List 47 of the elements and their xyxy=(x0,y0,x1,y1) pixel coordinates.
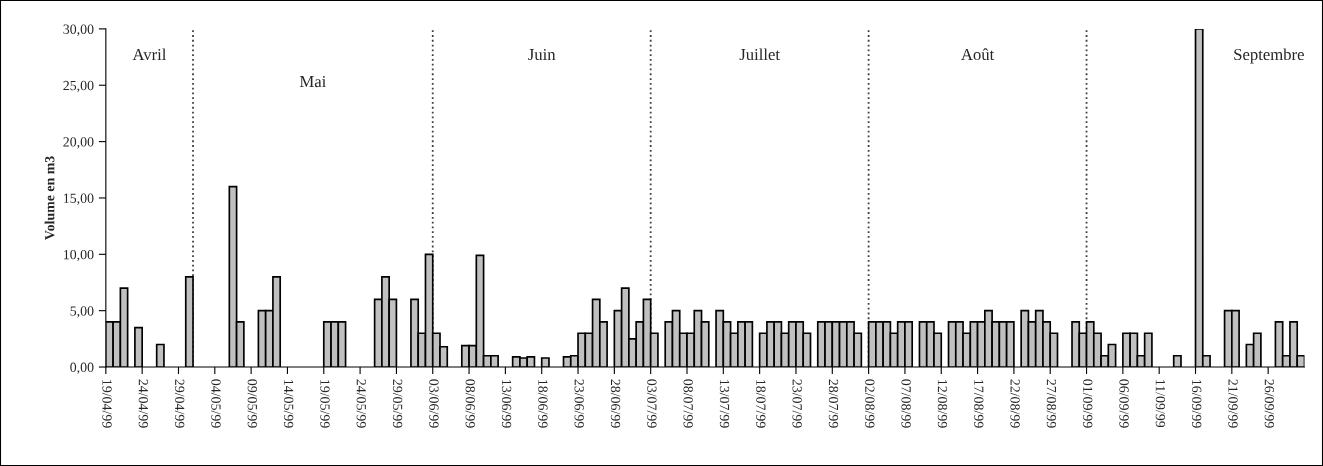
x-tick-label: 06/09/99 xyxy=(1119,379,1129,428)
x-tick-label: 24/05/99 xyxy=(356,379,366,428)
y-tick-label: 20,00 xyxy=(63,137,94,149)
x-tick-label: 14/05/99 xyxy=(283,380,294,428)
x-tick-label: 09/05/99 xyxy=(247,379,258,428)
x-tick-label: 23/06/99 xyxy=(574,379,584,428)
x-tick-label: 19/05/99 xyxy=(320,380,330,428)
annotation: Juillet xyxy=(739,48,780,61)
x-tick-label: 13/06/99 xyxy=(501,380,512,428)
x-tick-label: 01/09/99 xyxy=(1083,379,1093,428)
x-tick-label: 04/05/99 xyxy=(211,379,221,428)
x-tick-label: 13/07/99 xyxy=(719,380,730,428)
y-tick-label: 5,00 xyxy=(70,306,94,318)
x-tick-label: 08/07/99 xyxy=(683,379,693,428)
annotation: Avril xyxy=(132,48,167,61)
x-tick-label: 07/08/99 xyxy=(901,379,911,428)
x-tick-label: 21/09/99 xyxy=(1228,379,1238,428)
x-tick-label: 28/06/99 xyxy=(610,379,621,428)
annotation: Juin xyxy=(528,48,556,61)
x-tick-label: 03/06/99 xyxy=(429,379,439,428)
x-tick-label: 16/09/99 xyxy=(1192,380,1202,428)
annotation: Août xyxy=(961,48,995,61)
y-tick-label: 30,00 xyxy=(63,24,94,36)
annotation: Mai xyxy=(299,75,326,88)
x-tick-label: 17/08/99 xyxy=(974,380,984,428)
x-tick-label: 08/06/99 xyxy=(465,379,475,428)
y-tick-label: 15,00 xyxy=(64,193,94,205)
x-tick-label: 18/06/99 xyxy=(538,380,548,428)
x-tick-label: 19/04/99 xyxy=(102,380,112,428)
x-tick-label: 18/07/99 xyxy=(756,380,766,428)
x-tick-label: 26/09/99 xyxy=(1264,379,1275,428)
x-tick-label: 22/08/99 xyxy=(1010,379,1020,428)
annotation: Septembre xyxy=(1234,48,1304,64)
x-tick-label: 29/05/99 xyxy=(392,379,403,428)
x-tick-label: 29/04/99 xyxy=(175,379,185,428)
x-tick-label: 28/07/99 xyxy=(828,379,839,428)
y-tick-label: 25,00 xyxy=(63,80,94,93)
x-tick-label: 24/04/99 xyxy=(138,379,149,428)
y-axis-title: Volume en m3 xyxy=(44,156,55,240)
x-tick-label: 23/07/99 xyxy=(792,379,802,428)
x-tick-label: 12/08/99 xyxy=(937,380,948,428)
x-tick-label: 27/08/99 xyxy=(1046,379,1057,428)
x-tick-label: 03/07/99 xyxy=(647,379,657,428)
y-tick-label: 10,00 xyxy=(64,249,94,262)
x-tick-label: 02/08/99 xyxy=(865,379,875,428)
x-tick-label: 11/09/99 xyxy=(1155,380,1166,428)
y-tick-label: 0,00 xyxy=(70,362,94,374)
